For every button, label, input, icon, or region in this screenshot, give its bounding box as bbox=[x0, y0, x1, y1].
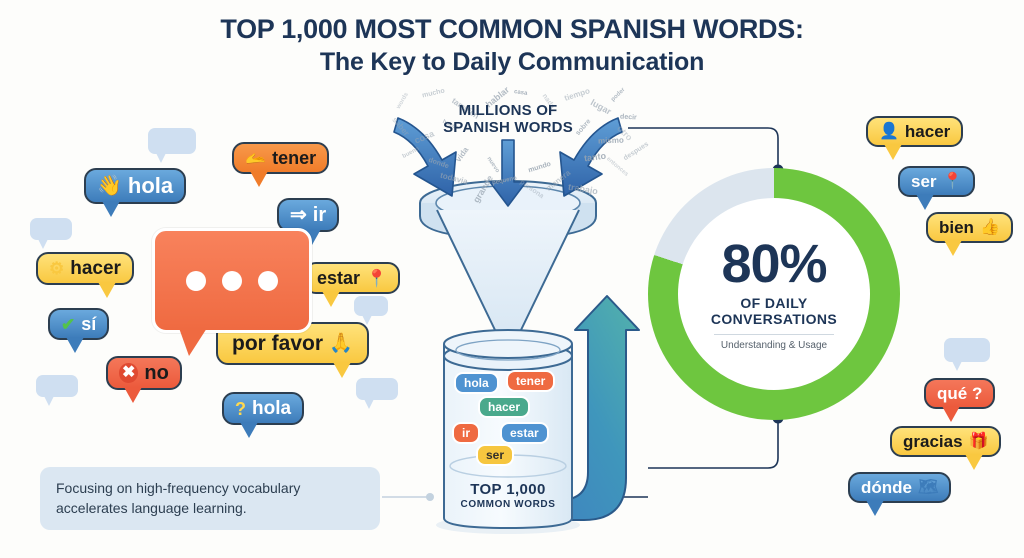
word-bubble-label: ir bbox=[312, 204, 327, 226]
jar-word-estar[interactable]: estar bbox=[500, 422, 549, 444]
donut-note: Understanding & Usage bbox=[720, 340, 828, 351]
funnel-heading-line1: MILLIONS OF bbox=[458, 102, 558, 119]
cloud-word: poder bbox=[610, 87, 627, 103]
jar-label-line2: COMMON WORDS bbox=[460, 499, 556, 510]
jar-graphic: hola tener hacer ir estar ser TOP 1,000 … bbox=[432, 330, 584, 526]
word-bubble-estar-left[interactable]: estar 📍 bbox=[304, 262, 401, 311]
location-pin-icon: 📍 bbox=[366, 268, 388, 288]
cloud-word: todavia bbox=[439, 170, 469, 187]
page-title: TOP 1,000 MOST COMMON SPANISH WORDS: bbox=[220, 14, 804, 44]
typing-dot bbox=[186, 270, 206, 291]
waving-hand-icon: 👋 bbox=[97, 175, 122, 197]
typing-indicator-bubble[interactable] bbox=[152, 228, 312, 356]
map-icon: 🗺 bbox=[918, 478, 939, 496]
donut-divider bbox=[714, 334, 834, 335]
page-subtitle: The Key to Daily Communication bbox=[319, 48, 705, 77]
jar-label: TOP 1,000 COMMON WORDS bbox=[432, 481, 584, 510]
word-bubble-donde[interactable]: dónde 🗺 bbox=[848, 472, 952, 520]
title-block: TOP 1,000 MOST COMMON SPANISH WORDS: The… bbox=[0, 14, 1024, 77]
typing-dot bbox=[222, 270, 242, 291]
ghost-bubble bbox=[356, 378, 398, 409]
typing-dot bbox=[258, 270, 278, 291]
word-bubble-ir[interactable]: ⇒ ir bbox=[277, 198, 340, 249]
thumbs-up-icon: 👍 bbox=[979, 218, 1000, 236]
gift-icon: 🎁 bbox=[968, 432, 989, 450]
word-bubble-ser-right[interactable]: ser 📍 bbox=[898, 166, 976, 214]
cloud-word: mismo bbox=[597, 135, 624, 146]
jar-word-ir[interactable]: ir bbox=[452, 422, 481, 444]
jar-label-line1: TOP 1,000 bbox=[470, 481, 546, 498]
cloud-word: vida bbox=[453, 145, 471, 164]
cloud-word: mundo bbox=[527, 160, 552, 175]
word-bubble-hola-2[interactable]: ? hola bbox=[222, 392, 305, 442]
word-bubble-label: hola bbox=[127, 173, 174, 198]
jar-word-hola[interactable]: hola bbox=[454, 372, 499, 394]
donut-label-line2: CONVERSATIONS bbox=[710, 311, 838, 327]
word-bubble-label: hacer bbox=[70, 258, 121, 279]
word-bubble-hacer-right[interactable]: 👤 hacer bbox=[866, 116, 964, 164]
word-bubble-hacer-left[interactable]: ⚙ hacer bbox=[36, 252, 134, 302]
word-bubble-no[interactable]: ✖ no bbox=[106, 356, 182, 407]
cloud-word: casa bbox=[513, 89, 528, 97]
donut-center: 80% OF DAILY CONVERSATIONS Understanding… bbox=[678, 198, 870, 390]
word-bubble-label: ser bbox=[911, 172, 937, 191]
cloud-word: bueno bbox=[401, 146, 421, 160]
word-bubble-label: hola bbox=[252, 398, 292, 419]
cloud-word: persona bbox=[518, 178, 545, 201]
cross-mark-icon: ✖ bbox=[119, 363, 139, 383]
person-icon: 👤 bbox=[879, 122, 899, 140]
word-bubble-label: no bbox=[144, 362, 169, 384]
cloud-word: trabajo bbox=[567, 181, 599, 197]
donut-percent: 80% bbox=[721, 234, 827, 294]
jar-word-hacer[interactable]: hacer bbox=[478, 396, 531, 418]
word-bubble-label: dónde bbox=[861, 478, 912, 497]
funnel-graphic: MILLIONS OF SPANISH WORDS words mucho tamb… bbox=[388, 85, 650, 328]
hand-coins-icon: 🫴 bbox=[245, 148, 267, 168]
cloud-word: mucho bbox=[421, 87, 446, 100]
word-bubble-gracias[interactable]: gracias 🎁 bbox=[890, 426, 1002, 474]
question-mark-icon: ? bbox=[235, 398, 246, 419]
check-mark-icon: ✔ bbox=[61, 314, 76, 334]
ghost-bubble bbox=[36, 375, 78, 406]
cloud-word: tiempo bbox=[563, 86, 591, 103]
cloud-word: donde bbox=[427, 156, 450, 171]
cloud-word: despues bbox=[622, 140, 651, 163]
ghost-bubble bbox=[944, 338, 990, 371]
word-bubble-label: gracias bbox=[903, 432, 963, 451]
ghost-bubble bbox=[148, 128, 196, 163]
word-bubble-label: hacer bbox=[904, 122, 951, 141]
cloud-word: pequeno bbox=[491, 175, 518, 187]
word-bubble-hola-1[interactable]: 👋 hola bbox=[84, 168, 187, 221]
ghost-bubble bbox=[30, 218, 72, 249]
jar-word-ser[interactable]: ser bbox=[476, 444, 515, 466]
word-bubble-bien[interactable]: bien 👍 bbox=[926, 212, 1013, 260]
donut-label-line1: OF DAILY bbox=[740, 295, 808, 311]
word-bubble-si[interactable]: ✔ sí bbox=[48, 308, 110, 357]
cloud-word: tanto bbox=[583, 150, 607, 164]
word-bubble-label: qué ? bbox=[937, 384, 983, 403]
funnel-heading: MILLIONS OF SPANISH WORDS bbox=[388, 102, 628, 137]
word-bubble-tener[interactable]: 🫴 tener bbox=[232, 142, 330, 191]
word-bubble-label: sí bbox=[81, 314, 97, 334]
ghost-bubble bbox=[354, 296, 388, 325]
word-bubble-label: estar bbox=[317, 268, 361, 288]
word-bubble-label: tener bbox=[272, 148, 317, 168]
location-pin-icon: 📍 bbox=[942, 172, 963, 190]
jar-word-tener[interactable]: tener bbox=[506, 370, 556, 392]
funnel-heading-line2: SPANISH WORDS bbox=[443, 119, 573, 137]
cloud-word: nuevo bbox=[485, 155, 501, 175]
word-bubble-que[interactable]: qué ? bbox=[924, 378, 996, 426]
donut-chart: 80% OF DAILY CONVERSATIONS Understanding… bbox=[648, 168, 900, 420]
gear-icon: ⚙ bbox=[49, 259, 65, 278]
cloud-word: grande bbox=[470, 173, 496, 205]
praying-hands-icon: 🙏 bbox=[329, 333, 353, 354]
caption-text: Focusing on high-frequency vocabulary ac… bbox=[56, 480, 301, 517]
word-bubble-label: por favor bbox=[232, 332, 324, 355]
caption-box: Focusing on high-frequency vocabulary ac… bbox=[40, 467, 380, 530]
arrow-right-icon: ⇒ bbox=[290, 204, 307, 226]
word-bubble-label: bien bbox=[939, 218, 974, 237]
